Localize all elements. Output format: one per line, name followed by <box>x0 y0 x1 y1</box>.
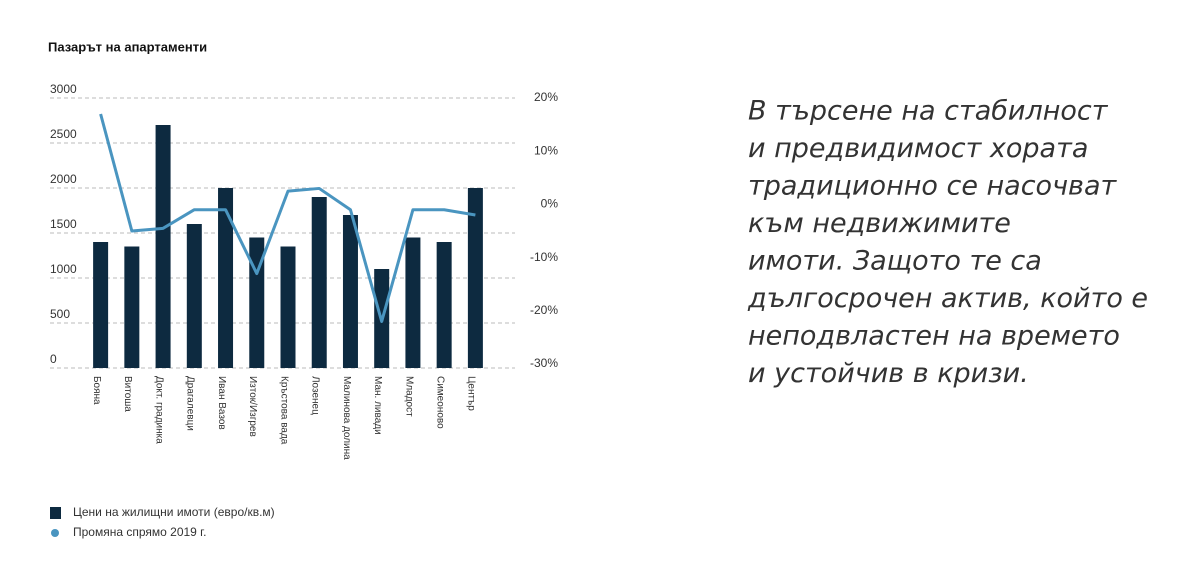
x-tick-label: Център <box>466 376 477 411</box>
x-tick-label: Изток/Изгрев <box>247 376 258 437</box>
bar <box>311 197 327 368</box>
x-tick-label: Бояна <box>91 376 102 405</box>
x-tick-label: Драгалевци <box>185 376 196 431</box>
y2-tick-label: -10% <box>530 250 558 264</box>
y2-tick-label: 20% <box>534 90 558 104</box>
y-tick-label: 1000 <box>50 262 77 276</box>
x-tick-label: Лозенец <box>310 376 321 415</box>
bar <box>93 242 109 368</box>
bar <box>436 242 452 368</box>
legend-label: Промяна спрямо 2019 г. <box>73 525 206 539</box>
y2-tick-label: 10% <box>534 143 558 157</box>
y-tick-label: 2500 <box>50 127 77 141</box>
x-tick-label: Докт. градинка <box>153 376 164 444</box>
quote: В търсене на стабилност и предвидимост хо… <box>747 96 1148 390</box>
x-tick-label: Иван Вазов <box>216 376 227 430</box>
quote-line: традиционно се насочват <box>748 171 1117 202</box>
x-tick-label: Витоша <box>122 376 133 412</box>
x-tick-label: Кръстова вада <box>278 376 289 445</box>
bar <box>186 224 202 368</box>
bar <box>280 246 296 368</box>
quote-line: дългосрочен актив, който е <box>747 283 1148 314</box>
bar <box>405 237 421 368</box>
y-tick-label: 3000 <box>50 82 77 96</box>
legend-marker <box>50 507 61 519</box>
quote-line: имоти. Защото те са <box>748 246 1042 277</box>
bar <box>467 188 483 368</box>
bar <box>342 215 358 368</box>
quote-line: към недвижимите <box>748 208 1011 239</box>
legend-label: Цени на жилищни имоти (евро/кв.м) <box>73 505 275 519</box>
x-tick-label: Ман. ливади <box>372 376 383 435</box>
y2-tick-label: -20% <box>530 303 558 317</box>
x-tick-label: Малинова долина <box>341 376 352 460</box>
quote-line: В търсене на стабилност <box>748 96 1109 127</box>
bar <box>218 188 234 368</box>
x-tick-label: Младост <box>403 376 414 417</box>
bar <box>124 246 140 368</box>
x-tick-label: Симеоново <box>435 376 446 429</box>
y-tick-label: 0 <box>50 352 57 366</box>
quote-line: неподвластен на времето <box>748 321 1120 352</box>
line <box>99 113 476 323</box>
bar <box>155 125 171 368</box>
y-tick-label: 2000 <box>50 172 77 186</box>
bar <box>249 237 265 368</box>
y-tick-label: 500 <box>50 307 70 321</box>
quote-line: и предвидимост хората <box>748 133 1088 164</box>
quote-line: и устойчив в кризи. <box>748 358 1029 389</box>
legend-marker <box>51 529 59 537</box>
y2-tick-label: -30% <box>530 356 558 370</box>
y2-tick-label: 0% <box>541 197 559 211</box>
y-tick-label: 1500 <box>50 217 77 231</box>
chart-title: Пазарът на апартаменти <box>48 39 207 54</box>
